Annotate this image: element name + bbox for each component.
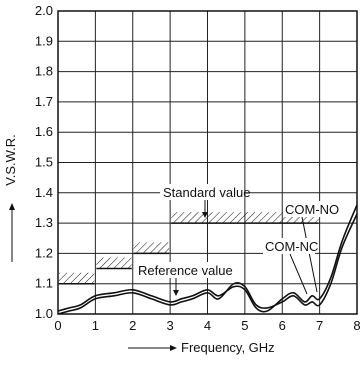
standard-value-arrowhead xyxy=(202,212,208,218)
com-nc-pointer xyxy=(289,253,308,295)
y-tick-label: 2.0 xyxy=(35,3,53,18)
standard-limit-hatch xyxy=(133,242,170,254)
x-tick-label: 0 xyxy=(54,318,61,333)
y-tick-label: 1.0 xyxy=(35,306,53,321)
series-com-nc-line xyxy=(57,213,358,315)
y-tick-label: 1.3 xyxy=(35,215,53,230)
standard-limit-layer xyxy=(59,212,319,285)
com-no-pointer xyxy=(301,216,318,293)
x-tick-label: 1 xyxy=(92,318,99,333)
x-tick-label: 5 xyxy=(241,318,248,333)
x-tick-label: 4 xyxy=(204,318,211,333)
com-no-label: COM-NO xyxy=(285,202,339,217)
x-tick-label: 6 xyxy=(279,318,286,333)
annotation-standard-value: Standard value xyxy=(160,184,250,218)
x-tick-label: 2 xyxy=(129,318,136,333)
x-axis-label: Frequency, GHz xyxy=(181,340,275,355)
y-axis-label: V.S.W.R. xyxy=(3,134,18,186)
reference-value-arrowhead xyxy=(173,290,179,296)
standard-value-label: Standard value xyxy=(163,185,250,200)
com-nc-label: COM-NC xyxy=(265,239,318,254)
annotation-reference-value: Reference value xyxy=(135,262,233,296)
annotation-com-no: COM-NO xyxy=(283,201,339,293)
y-tick-label: 1.6 xyxy=(35,124,53,139)
y-tick-label: 1.7 xyxy=(35,94,53,109)
y-tick-label: 1.1 xyxy=(35,276,53,291)
standard-limit-hatch xyxy=(96,257,132,269)
y-tick-label: 1.8 xyxy=(35,64,53,79)
series-layer xyxy=(57,204,358,315)
standard-limit-hatch xyxy=(171,212,319,224)
y-tick-label: 1.4 xyxy=(35,185,53,200)
reference-value-label: Reference value xyxy=(138,263,233,278)
x-tick-label: 7 xyxy=(316,318,323,333)
y-tick-label: 1.5 xyxy=(35,155,53,170)
axis-layer: 0 1 2 3 4 5 6 7 8 1.0 1.1 1.2 1.3 1.4 1.5 1.6 1.7 1.8 1.9 2… xyxy=(35,3,361,333)
annotation-com-nc: COM-NC xyxy=(263,238,318,295)
y-tick-label: 1.9 xyxy=(35,33,53,48)
plot-frame xyxy=(57,10,358,315)
x-tick-label: 3 xyxy=(167,318,174,333)
x-tick-label: 8 xyxy=(353,318,360,333)
y-tick-label: 1.2 xyxy=(35,245,53,260)
x-axis-label-arrowhead xyxy=(170,345,177,351)
y-axis-label-arrowhead xyxy=(9,203,15,210)
standard-limit-hatch xyxy=(59,272,95,284)
